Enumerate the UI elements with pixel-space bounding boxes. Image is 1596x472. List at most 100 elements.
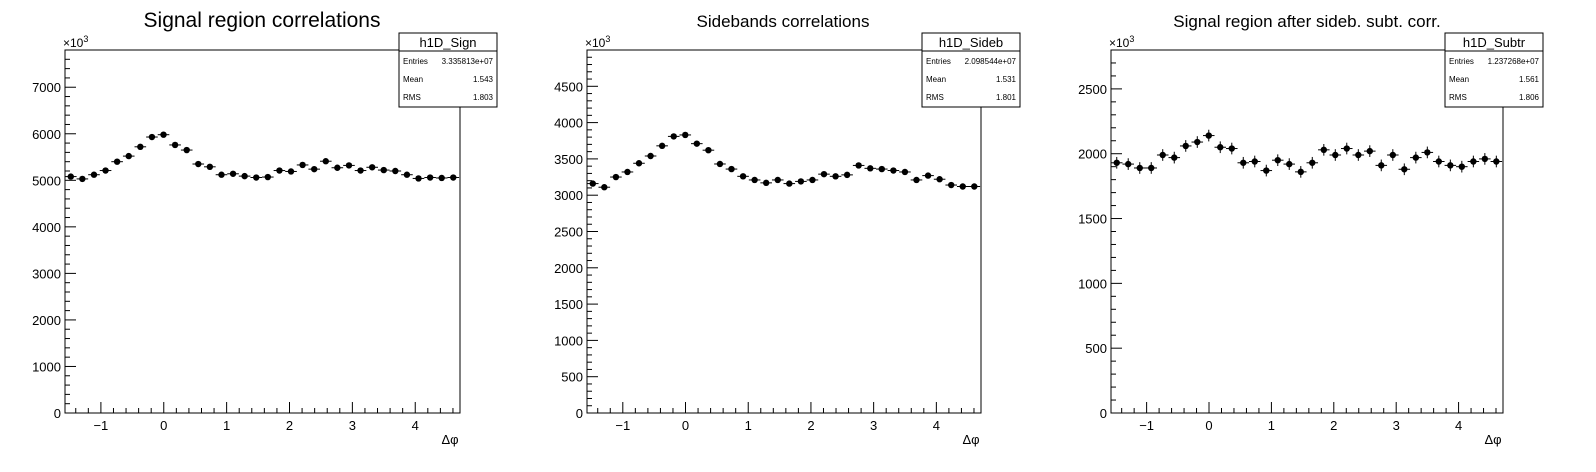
y-multiplier: ×103 <box>1109 34 1134 50</box>
data-point <box>658 142 666 150</box>
data-point <box>1309 159 1316 166</box>
data-point <box>392 167 399 175</box>
y-tick-label: 4500 <box>554 79 583 94</box>
data-point <box>1320 146 1328 154</box>
plot-frame <box>1110 49 1504 414</box>
data-point <box>786 180 793 187</box>
y-tick-label: 1500 <box>1078 212 1107 227</box>
stats-title: h1D_Sideb <box>939 35 1003 50</box>
data-point <box>635 160 643 167</box>
stats-value: 2.098544e+07 <box>965 57 1017 66</box>
y-tick-label: 6000 <box>32 127 61 142</box>
y-tick-label: 1000 <box>1078 276 1107 291</box>
data-point <box>867 165 874 172</box>
data-point <box>716 160 724 168</box>
x-tick-label: 3 <box>1393 418 1400 433</box>
stats-value: 1.561 <box>1519 75 1540 84</box>
data-point <box>1251 158 1258 165</box>
chart-title: Signal region after sideb. subt. corr. <box>1173 12 1440 31</box>
stats-label: Mean <box>403 75 423 84</box>
y-tick-label: 4000 <box>554 116 583 131</box>
x-tick-label: 4 <box>412 418 419 433</box>
data-point <box>67 173 74 180</box>
data-point <box>1401 166 1408 173</box>
data-point <box>589 180 596 187</box>
y-tick-label: 3500 <box>554 152 583 167</box>
data-point <box>322 158 329 165</box>
y-tick-label: 500 <box>1085 341 1107 356</box>
stats-value: 1.806 <box>1519 93 1540 102</box>
data-point <box>1355 151 1362 159</box>
data-point <box>1424 149 1431 156</box>
y-tick-label: 2000 <box>1078 147 1107 162</box>
chart-title: Sidebands correlations <box>697 12 870 31</box>
y-tick-label: 5000 <box>32 173 61 188</box>
x-tick-label: 0 <box>1205 418 1212 433</box>
x-tick-label: 2 <box>807 418 814 433</box>
stats-title: h1D_Subtr <box>1463 35 1526 50</box>
data-point <box>1447 162 1454 169</box>
data-point <box>253 174 260 181</box>
data-point <box>936 176 943 183</box>
stats-title: h1D_Sign <box>419 35 476 50</box>
x-tick-label: 1 <box>223 418 230 433</box>
data-point <box>878 165 885 173</box>
y-tick-label: 0 <box>54 406 61 421</box>
data-point <box>832 173 839 180</box>
stats-label: Entries <box>926 57 951 66</box>
data-point <box>160 131 167 138</box>
data-point <box>264 173 272 181</box>
stats-label: Entries <box>1449 57 1474 66</box>
data-point <box>1263 167 1270 174</box>
data-point <box>380 166 387 174</box>
y-multiplier: ×103 <box>585 34 610 50</box>
stats-label: Mean <box>1449 75 1469 84</box>
data-point <box>843 171 851 179</box>
data-point <box>1182 142 1189 150</box>
data-point <box>334 164 341 171</box>
y-tick-label: 2000 <box>554 261 583 276</box>
data-point <box>1136 164 1143 172</box>
x-tick-label: 4 <box>933 418 940 433</box>
stats-label: Mean <box>926 75 946 84</box>
stats-box <box>921 32 1021 108</box>
stats-box <box>398 32 498 108</box>
data-point <box>1297 168 1304 176</box>
data-point <box>183 146 190 154</box>
y-tick-label: 1000 <box>32 359 61 374</box>
data-point <box>113 158 121 165</box>
y-tick-label: 2500 <box>554 225 583 240</box>
data-point <box>1194 138 1201 146</box>
data-point <box>229 170 237 177</box>
stats-value: 3.335813e+07 <box>442 57 494 66</box>
data-point <box>728 165 735 173</box>
data-point <box>403 171 411 178</box>
stats-value: 1.237268e+07 <box>1488 57 1540 66</box>
data-point <box>1458 163 1466 170</box>
y-tick-label: 500 <box>561 370 583 385</box>
data-point <box>855 162 862 169</box>
data-point <box>739 173 747 180</box>
data-point <box>195 160 202 168</box>
data-point <box>1332 151 1339 159</box>
data-point <box>299 161 306 169</box>
data-point <box>1286 160 1293 168</box>
data-point <box>913 176 920 184</box>
data-point <box>1343 145 1350 152</box>
data-point <box>148 133 156 141</box>
data-point <box>1274 156 1281 164</box>
x-axis-label: Δφ <box>1484 432 1501 447</box>
data-point <box>774 176 781 184</box>
data-point <box>171 141 179 149</box>
stats-value: 1.801 <box>996 93 1017 102</box>
data-point <box>670 133 677 140</box>
data-point <box>345 162 353 169</box>
data-point <box>90 171 98 178</box>
data-point <box>705 146 712 154</box>
data-point <box>751 176 758 184</box>
x-tick-label: 0 <box>160 418 167 433</box>
data-point <box>218 171 225 178</box>
data-point <box>1171 154 1178 161</box>
data-point <box>797 178 805 185</box>
